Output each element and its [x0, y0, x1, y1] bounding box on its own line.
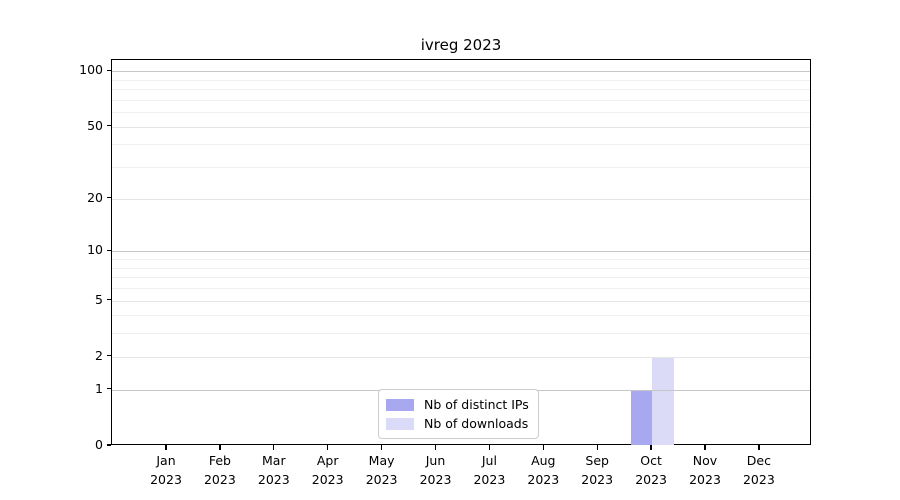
x-tick-month: Dec — [746, 453, 771, 468]
major-gridline — [112, 300, 810, 302]
x-tick-month: Mar — [262, 453, 286, 468]
y-tick-label: 100 — [79, 62, 103, 78]
x-tick-mark — [219, 445, 221, 450]
x-tick-month: Jul — [481, 453, 497, 468]
x-tick-mark — [542, 445, 544, 450]
minor-gridline — [112, 167, 810, 169]
x-tick-year: 2023 — [581, 471, 614, 487]
x-tick-month: Oct — [640, 453, 662, 468]
y-tick-mark — [106, 249, 111, 251]
x-tick-year: 2023 — [419, 471, 452, 487]
y-tick-label: 10 — [87, 242, 103, 258]
legend-swatch-downloads — [386, 417, 414, 430]
x-tick-month: Jun — [425, 453, 446, 468]
gridlines-layer — [112, 60, 810, 444]
y-tick-label: 50 — [87, 117, 103, 133]
legend-label: Nb of downloads — [424, 416, 529, 431]
minor-gridline — [112, 259, 810, 261]
bar-downloads — [652, 356, 674, 445]
x-tick-label: Aug 2023 — [511, 452, 575, 489]
y-tick-mark — [106, 69, 111, 71]
x-tick-month: Nov — [692, 453, 718, 468]
minor-gridline — [112, 89, 810, 91]
major-gridline — [112, 198, 810, 200]
x-tick-month: Sep — [585, 453, 609, 468]
x-tick-mark — [327, 445, 329, 450]
major-gridline — [112, 71, 810, 73]
y-tick-label: 5 — [95, 291, 103, 307]
x-tick-mark — [596, 445, 598, 450]
x-tick-label: Apr 2023 — [296, 452, 360, 489]
minor-gridline — [112, 277, 810, 279]
plot-area: Nb of distinct IPs Nb of downloads — [111, 59, 811, 445]
legend-swatch-distinct-ips — [386, 398, 414, 411]
x-tick-month: Feb — [208, 453, 231, 468]
x-tick-year: 2023 — [365, 471, 398, 487]
x-tick-year: 2023 — [742, 471, 775, 487]
major-gridline — [112, 126, 810, 128]
x-tick-label: Jun 2023 — [404, 452, 468, 489]
x-tick-year: 2023 — [689, 471, 721, 487]
legend-item: Nb of distinct IPs — [386, 395, 529, 414]
x-tick-year: 2023 — [150, 471, 182, 487]
minor-gridline — [112, 99, 810, 101]
legend: Nb of distinct IPs Nb of downloads — [378, 389, 539, 439]
y-tick-mark — [106, 444, 111, 446]
legend-label: Nb of distinct IPs — [424, 397, 529, 412]
chart-title: ivreg 2023 — [420, 36, 502, 54]
y-tick-mark — [106, 388, 111, 390]
bars-layer — [112, 60, 810, 445]
bar-distinct-ips — [630, 389, 653, 445]
legend-item: Nb of downloads — [386, 414, 529, 433]
x-tick-mark — [704, 445, 706, 450]
x-tick-label: Jan 2023 — [134, 452, 198, 489]
x-tick-mark — [758, 445, 760, 450]
y-tick-mark — [106, 355, 111, 357]
minor-gridline — [112, 79, 810, 81]
major-gridline — [112, 356, 810, 358]
x-tick-year: 2023 — [473, 471, 506, 487]
y-tick-label: 0 — [95, 437, 103, 452]
y-tick-mark — [106, 197, 111, 199]
minor-gridline — [112, 333, 810, 335]
x-tick-mark — [488, 445, 491, 450]
x-tick-year: 2023 — [311, 471, 344, 487]
y-tick-label: 20 — [87, 189, 103, 205]
x-tick-year: 2023 — [635, 471, 667, 487]
y-tick-mark — [106, 298, 111, 301]
x-tick-label: Mar 2023 — [242, 452, 306, 489]
x-tick-month: Aug — [531, 453, 556, 468]
major-gridline — [112, 251, 810, 253]
x-tick-label: Oct 2023 — [619, 452, 683, 489]
x-tick-year: 2023 — [203, 471, 236, 487]
x-tick-month: May — [368, 453, 395, 468]
x-tick-year: 2023 — [257, 471, 290, 487]
x-tick-label: Jul 2023 — [457, 452, 521, 489]
x-tick-label: Nov 2023 — [673, 452, 737, 489]
x-tick-month: Apr — [316, 453, 339, 468]
x-tick-label: Sep 2023 — [565, 452, 629, 489]
x-tick-mark — [165, 445, 167, 450]
y-tick-mark — [106, 125, 111, 127]
x-tick-mark — [380, 445, 383, 450]
x-tick-mark — [650, 445, 652, 450]
minor-gridline — [112, 267, 810, 269]
minor-gridline — [112, 144, 810, 146]
minor-gridline — [112, 315, 810, 317]
x-tick-label: Feb 2023 — [188, 452, 252, 489]
x-tick-mark — [273, 445, 275, 450]
x-tick-mark — [434, 445, 437, 450]
x-tick-month: Jan — [156, 453, 176, 468]
x-tick-label: May 2023 — [350, 452, 414, 489]
y-tick-label: 1 — [95, 380, 103, 396]
x-tick-label: Dec 2023 — [727, 452, 791, 489]
minor-gridline — [112, 287, 810, 289]
x-tick-year: 2023 — [527, 471, 560, 487]
minor-gridline — [112, 112, 810, 114]
y-tick-label: 2 — [95, 347, 103, 363]
